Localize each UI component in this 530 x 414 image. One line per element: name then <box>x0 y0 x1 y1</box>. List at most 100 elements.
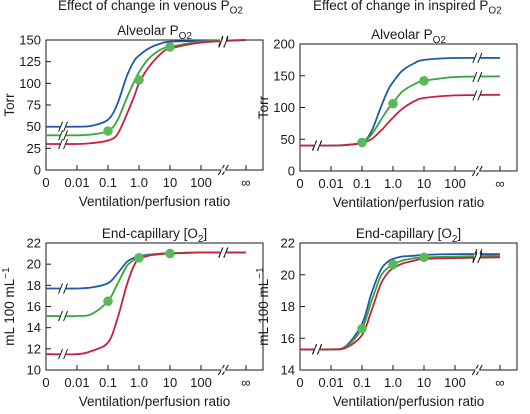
panel-title-subscript: 2 <box>452 234 458 245</box>
marker-dot <box>134 253 144 263</box>
curve-break-gap <box>60 123 67 130</box>
curve-break-gap <box>60 132 67 139</box>
y-tick-label: 0 <box>288 164 295 179</box>
right-header-sub: O2 <box>488 5 502 17</box>
curve-break-gap <box>60 141 67 147</box>
y-tick-label: 12 <box>27 341 41 356</box>
x-tick-label: 0.01 <box>64 175 89 190</box>
x-tick-label: 0.1 <box>353 375 371 390</box>
marker-dot <box>357 323 367 334</box>
x-tick-label: 0 <box>42 175 49 190</box>
x-tick-label: ∞ <box>241 375 250 390</box>
y-axis-label: mL 100 mL−1 <box>1 267 17 346</box>
plot-frame <box>45 242 264 371</box>
panel-title-text: Alveolar P <box>117 23 179 38</box>
panel-a: 0 25 50 75 100 125 150 0 0.01 0.1 1.0 10 100 ∞ Ventila… <box>2 23 264 209</box>
y-tick-label: 16 <box>281 331 295 346</box>
y-axis-label-superscript: −1 <box>255 267 266 279</box>
y-tick-label: 18 <box>281 299 295 314</box>
y-axis-label-superscript: −1 <box>1 267 12 279</box>
y-tick-label: 16 <box>27 299 41 314</box>
curve-break-mark <box>58 138 64 150</box>
x-tick-label: 100 <box>190 175 212 190</box>
x-tick-label: ∞ <box>241 175 250 190</box>
curve-break-gap <box>474 92 481 99</box>
curve-break-mark <box>472 52 478 64</box>
curve-break-mark <box>58 348 64 360</box>
y-tick-label: 125 <box>19 54 41 69</box>
curve-break-mark <box>63 121 69 132</box>
curve-break-mark <box>58 121 64 132</box>
axis-break-gap <box>221 368 226 372</box>
series-line-red <box>45 39 247 145</box>
marker-dot <box>103 296 113 307</box>
y-tick-label: 14 <box>27 320 41 335</box>
panel-title-subscript: O2 <box>433 35 447 46</box>
curve-break-mark <box>312 140 318 151</box>
x-tick-label: ∞ <box>495 176 504 191</box>
curve-break-mark <box>312 344 318 355</box>
plot-frame <box>299 43 518 172</box>
y-tick-label: 0 <box>34 163 41 178</box>
y-tick-label: 150 <box>273 68 295 83</box>
panel-d: 14 16 18 20 22 0 0.01 0.1 1.0 10 100 ∞ Ventilation/p… <box>255 226 518 409</box>
panel-title: Alveolar PO2 <box>117 23 192 42</box>
x-tick-label: 1.0 <box>384 176 402 191</box>
x-tick-label: 10 <box>163 375 177 390</box>
y-axis-label: Torr <box>2 93 17 117</box>
x-tick-label: 10 <box>163 175 177 190</box>
curve-break-mark <box>477 252 483 264</box>
marker-dot <box>165 248 175 259</box>
curve-break-mark <box>63 138 69 150</box>
curve-break-mark <box>477 71 483 83</box>
y-axis-label-text: Torr <box>2 93 17 117</box>
panel-title-text: End-capillary [O <box>102 226 198 241</box>
marker-dot <box>134 75 144 85</box>
curve-break-gap <box>474 74 481 81</box>
curve-break-mark <box>223 37 229 48</box>
x-axis-label: Ventilation/perfusion ratio <box>79 394 231 409</box>
curve-break-mark <box>63 310 69 322</box>
curve-break-mark <box>317 140 323 151</box>
y-tick-label: 50 <box>281 132 295 147</box>
curve-break-mark <box>472 252 478 264</box>
panel-title-end: ] <box>203 226 207 241</box>
panel-title-subscript: O2 <box>179 31 193 42</box>
curve-break-mark <box>472 90 478 101</box>
y-tick-label: 150 <box>19 33 41 48</box>
x-tick-label: 0 <box>42 375 49 390</box>
left-header-sub: O2 <box>229 5 243 17</box>
curve-break-mark <box>218 37 224 48</box>
x-tick-label: 0.01 <box>318 375 343 390</box>
curve-break-mark <box>472 71 478 83</box>
curve-break-mark <box>58 130 64 141</box>
y-axis-label: Torr <box>256 95 271 119</box>
curve-break-gap <box>60 351 67 358</box>
series-line-blue <box>45 39 247 128</box>
marker-dot <box>388 259 398 270</box>
y-tick-label: 22 <box>27 236 41 251</box>
curve-break-gap <box>314 346 321 353</box>
series-line-red <box>45 251 247 356</box>
panel-title-end: ] <box>457 226 461 241</box>
curve-break-mark <box>63 130 69 141</box>
curve-break-gap <box>220 39 227 46</box>
x-tick-label: 0.1 <box>353 176 371 191</box>
right-header-text: Effect of change in inspired P <box>313 0 489 13</box>
x-tick-label: 0.01 <box>318 176 343 191</box>
series-line-red <box>299 93 501 147</box>
curve-break-mark <box>63 283 69 294</box>
curve-break-gap <box>60 285 67 292</box>
series-line-green <box>299 254 501 351</box>
panel-title: End-capillary [O2] <box>356 226 461 245</box>
series-line-red <box>299 256 501 351</box>
x-tick-label: 100 <box>190 375 212 390</box>
series-line-green <box>45 251 247 318</box>
curve-break-gap <box>314 142 321 149</box>
y-tick-label: 10 <box>27 363 41 378</box>
y-tick-label: 20 <box>27 257 41 272</box>
x-tick-label: 1.0 <box>384 375 402 390</box>
y-tick-label: 18 <box>27 278 41 293</box>
marker-dot <box>388 98 398 109</box>
